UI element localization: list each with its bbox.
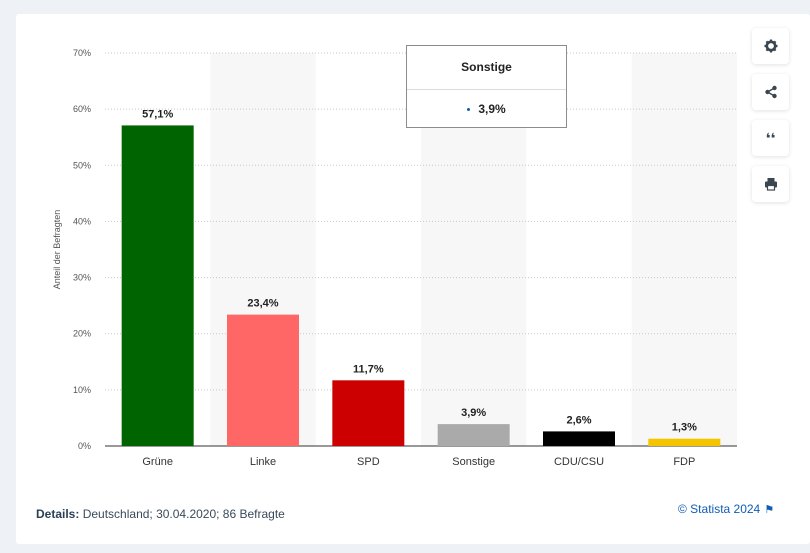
data-label: 1,3%	[672, 422, 697, 434]
bar-fdp	[648, 438, 721, 446]
flag-icon: ⚑	[764, 504, 775, 516]
x-tick-label: Linke	[250, 456, 276, 468]
details-note: Details: Deutschland; 30.04.2020; 86 Bef…	[36, 507, 285, 521]
y-tick-label: 60%	[73, 104, 91, 114]
bar-chart: 0% 10% 20% 30% 40% 50% 60% 70% Anteil der Befrag…	[52, 48, 737, 468]
details-text: Deutschland; 30.04.2020; 86 Befragte	[82, 507, 285, 521]
x-tick-label: SPD	[357, 456, 380, 468]
x-tick-label: FDP	[673, 456, 695, 468]
bar-cdu-csu	[543, 431, 615, 446]
bar-linke	[227, 314, 299, 446]
chart-tooltip: Sonstige 3,9%	[406, 45, 567, 128]
quote-icon: ❛❛	[765, 129, 776, 146]
bar-gr-ne	[121, 125, 194, 446]
cite-button[interactable]: ❛❛	[752, 120, 789, 156]
share-icon	[764, 85, 777, 99]
x-tick-label: Grüne	[142, 456, 173, 468]
settings-button[interactable]	[752, 28, 789, 64]
print-icon	[764, 178, 777, 191]
y-tick-label: 20%	[73, 329, 91, 339]
data-label: 11,7%	[353, 363, 384, 375]
x-tick-label: Sonstige	[452, 456, 495, 468]
tooltip-body: 3,9%	[407, 90, 566, 128]
print-button[interactable]	[752, 166, 789, 202]
tooltip-title: Sonstige	[407, 46, 566, 90]
bar-sonstige	[437, 424, 510, 446]
data-label: 23,4%	[247, 298, 278, 310]
statista-credit[interactable]: © Statista 2024 ⚑	[678, 502, 774, 516]
bar-spd	[332, 380, 405, 446]
data-label: 3,9%	[461, 407, 486, 419]
tooltip-dot	[467, 108, 471, 112]
data-label: 57,1%	[142, 108, 173, 120]
details-label: Details:	[36, 507, 80, 521]
share-button[interactable]	[752, 74, 789, 110]
y-tick-label: 0%	[78, 441, 91, 451]
x-tick-label: CDU/CSU	[554, 456, 604, 468]
y-tick-label: 10%	[73, 385, 91, 395]
y-axis-title: Anteil der Befragten	[52, 210, 62, 290]
data-label: 2,6%	[566, 414, 591, 426]
y-tick-label: 30%	[73, 273, 91, 283]
y-tick-label: 40%	[73, 216, 91, 226]
tooltip-value: 3,9%	[478, 102, 506, 116]
y-tick-label: 50%	[73, 160, 91, 170]
credit-text[interactable]: © Statista 2024	[678, 502, 761, 516]
y-tick-label: 70%	[73, 48, 91, 58]
column-band	[631, 53, 737, 446]
gear-icon	[764, 39, 777, 53]
